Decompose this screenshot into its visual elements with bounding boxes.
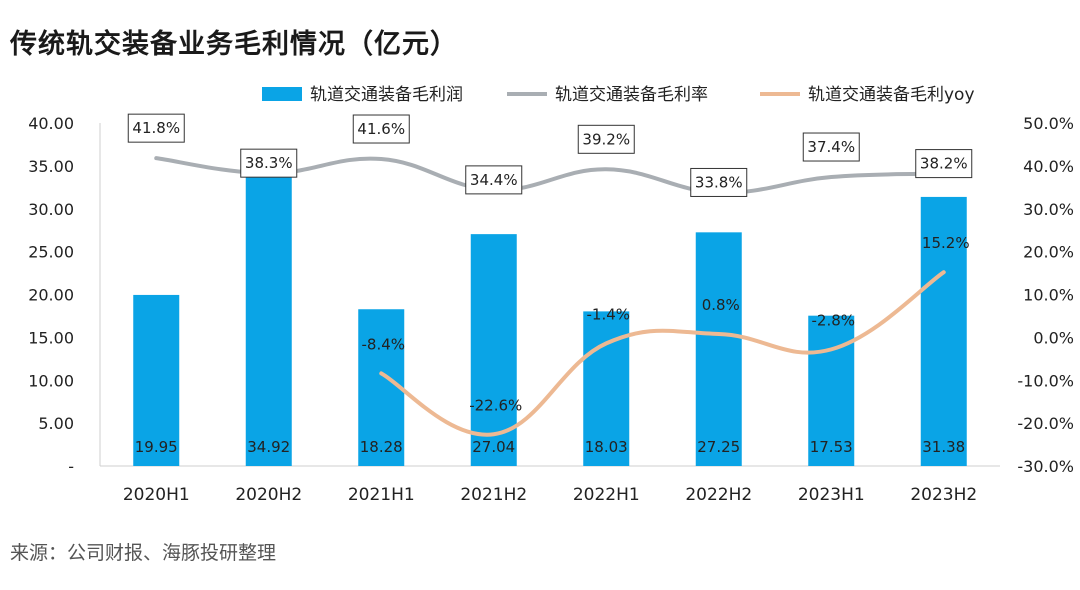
source-note: 来源：公司财报、海豚投研整理	[10, 542, 277, 564]
rate-label: 33.8%	[695, 173, 743, 191]
y-left-tick-label: 5.00	[38, 414, 74, 433]
y-left-tick-label: 10.00	[28, 371, 74, 390]
rate-label-box	[465, 165, 523, 195]
bar	[808, 315, 855, 466]
legend-swatch-bar	[262, 87, 302, 101]
bar-value-label: 18.28	[360, 438, 403, 456]
gross-profit-yoy-line	[379, 270, 946, 437]
x-tick-label: 2023H1	[798, 485, 865, 505]
x-tick-label: 2021H1	[348, 485, 415, 505]
x-tick-label: 2020H1	[123, 485, 190, 505]
yoy-label: -2.8%	[811, 311, 855, 329]
y-right-tick-label: 30.0%	[1023, 200, 1074, 219]
y-right-tick-label: 20.0%	[1023, 243, 1074, 262]
rate-label: 38.3%	[245, 154, 293, 172]
bar	[470, 234, 517, 466]
rate-label-box	[127, 113, 185, 143]
bar-value-label: 34.92	[247, 438, 290, 456]
bar-value-label: 19.95	[135, 438, 178, 456]
y-left-tick-label: -	[68, 457, 74, 476]
y-right-tick-label: -30.0%	[1017, 457, 1074, 476]
yoy-label: -22.6%	[469, 396, 522, 414]
rate-label: 41.8%	[132, 119, 180, 137]
bar-value-label: 31.38	[922, 438, 965, 456]
y-right-tick-label: 40.0%	[1023, 157, 1074, 176]
rate-label: 41.6%	[357, 120, 405, 138]
bar	[920, 196, 967, 466]
legend-label: 轨道交通装备毛利yoy	[808, 85, 975, 105]
x-tick-label: 2023H2	[910, 485, 977, 505]
x-tick-label: 2021H2	[460, 485, 527, 505]
y-right-tick-label: -10.0%	[1017, 371, 1074, 390]
x-tick-label: 2020H2	[235, 485, 302, 505]
chart-title: 传统轨交装备业务毛利情况（亿元）	[10, 29, 458, 60]
bar	[133, 294, 180, 466]
legend-label: 轨道交通装备毛利润	[310, 85, 463, 105]
bar	[695, 232, 742, 466]
y-right-tick-label: 0.0%	[1033, 328, 1074, 347]
bar-value-label: 27.25	[697, 438, 740, 456]
legend: 轨道交通装备毛利润 轨道交通装备毛利率 轨道交通装备毛利yoy	[262, 85, 975, 105]
x-tick-label: 2022H2	[685, 485, 752, 505]
axes: - 5.00 10.00 15.00 20.00 25.00 30.00 35.00 40.00…	[28, 114, 1074, 505]
y-left-tick-label: 30.00	[28, 200, 74, 219]
yoy-label: -8.4%	[361, 335, 405, 353]
y-left-tick-label: 20.00	[28, 286, 74, 305]
y-right-tick-label: 50.0%	[1023, 114, 1074, 133]
rate-label-box	[690, 167, 748, 197]
y-right-tick-label: 10.0%	[1023, 286, 1074, 305]
y-left-tick-label: 25.00	[28, 243, 74, 262]
y-left-tick-label: 15.00	[28, 328, 74, 347]
bar-value-label: 18.03	[585, 438, 628, 456]
rate-label: 38.2%	[920, 155, 968, 173]
legend-label: 轨道交通装备毛利率	[555, 85, 708, 105]
bar-value-label: 17.53	[810, 438, 853, 456]
bar-series	[133, 166, 967, 466]
y-left-tick-label: 35.00	[28, 157, 74, 176]
rate-label-box	[240, 148, 298, 178]
x-tick-label: 2022H1	[573, 485, 640, 505]
yoy-label: -1.4%	[586, 305, 630, 323]
bar	[358, 309, 405, 466]
yoy-label: 15.2%	[922, 234, 970, 252]
bar-value-label: 27.04	[472, 438, 515, 456]
yoy-label: 0.8%	[702, 296, 740, 314]
rate-label: 39.2%	[582, 130, 630, 148]
rate-label: 34.4%	[470, 171, 518, 189]
bar	[245, 166, 292, 466]
rate-label-box	[577, 124, 635, 154]
data-labels: 19.95 34.92 18.28 27.04 18.03 27.25 17.53 31.38…	[127, 113, 973, 456]
rate-label-box	[802, 132, 860, 162]
y-right-tick-label: -20.0%	[1017, 414, 1074, 433]
y-left-tick-label: 40.00	[28, 114, 74, 133]
rate-label-box	[352, 114, 410, 144]
rate-label-box	[915, 149, 973, 179]
rate-label: 37.4%	[807, 138, 855, 156]
